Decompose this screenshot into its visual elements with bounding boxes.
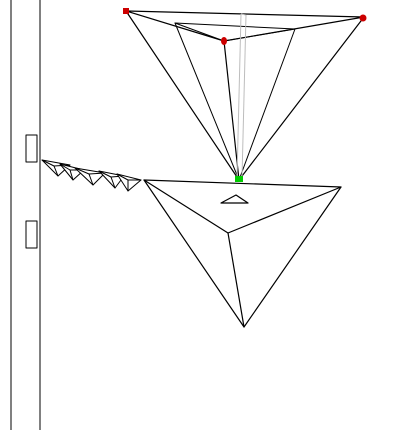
upper-pyramid-inner-edge	[174, 22, 296, 30]
wall-slot-upper	[25, 134, 38, 163]
vertex-marker	[221, 37, 227, 45]
lower-pyramid-edge	[227, 232, 245, 328]
upper-pyramid-edge	[125, 10, 240, 181]
vertex-markers	[123, 8, 367, 45]
lower-pyramid-edge	[227, 186, 342, 234]
upper-pyramid-inner-edge	[238, 28, 296, 181]
lower-pyramid-outline	[143, 179, 342, 328]
small-pyramid	[74, 167, 106, 186]
upper-pyramid	[125, 10, 365, 181]
small-pyramids-row	[41, 159, 142, 192]
vertical-axis-guide	[241, 14, 247, 179]
upper-pyramid-inner-edge	[174, 22, 225, 42]
small-pyramid	[116, 173, 142, 192]
upper-pyramid-inner-edge	[174, 22, 240, 181]
apex-marker	[235, 176, 243, 182]
wall	[10, 0, 41, 430]
vertical-axis-guide	[236, 13, 242, 179]
wall-slot-lower	[25, 220, 38, 249]
upper-pyramid-inner-edge	[223, 28, 296, 42]
lower-pyramid	[143, 179, 342, 328]
lower-pyramid-edge	[143, 179, 229, 234]
lower-pyramid-small-triangle	[220, 194, 249, 204]
upper-pyramid-edge	[238, 16, 365, 181]
vertex-marker	[123, 8, 129, 14]
upper-pyramid-edge	[223, 40, 240, 181]
vertex-marker	[359, 14, 367, 22]
vertical-axis-guide	[240, 13, 247, 16]
